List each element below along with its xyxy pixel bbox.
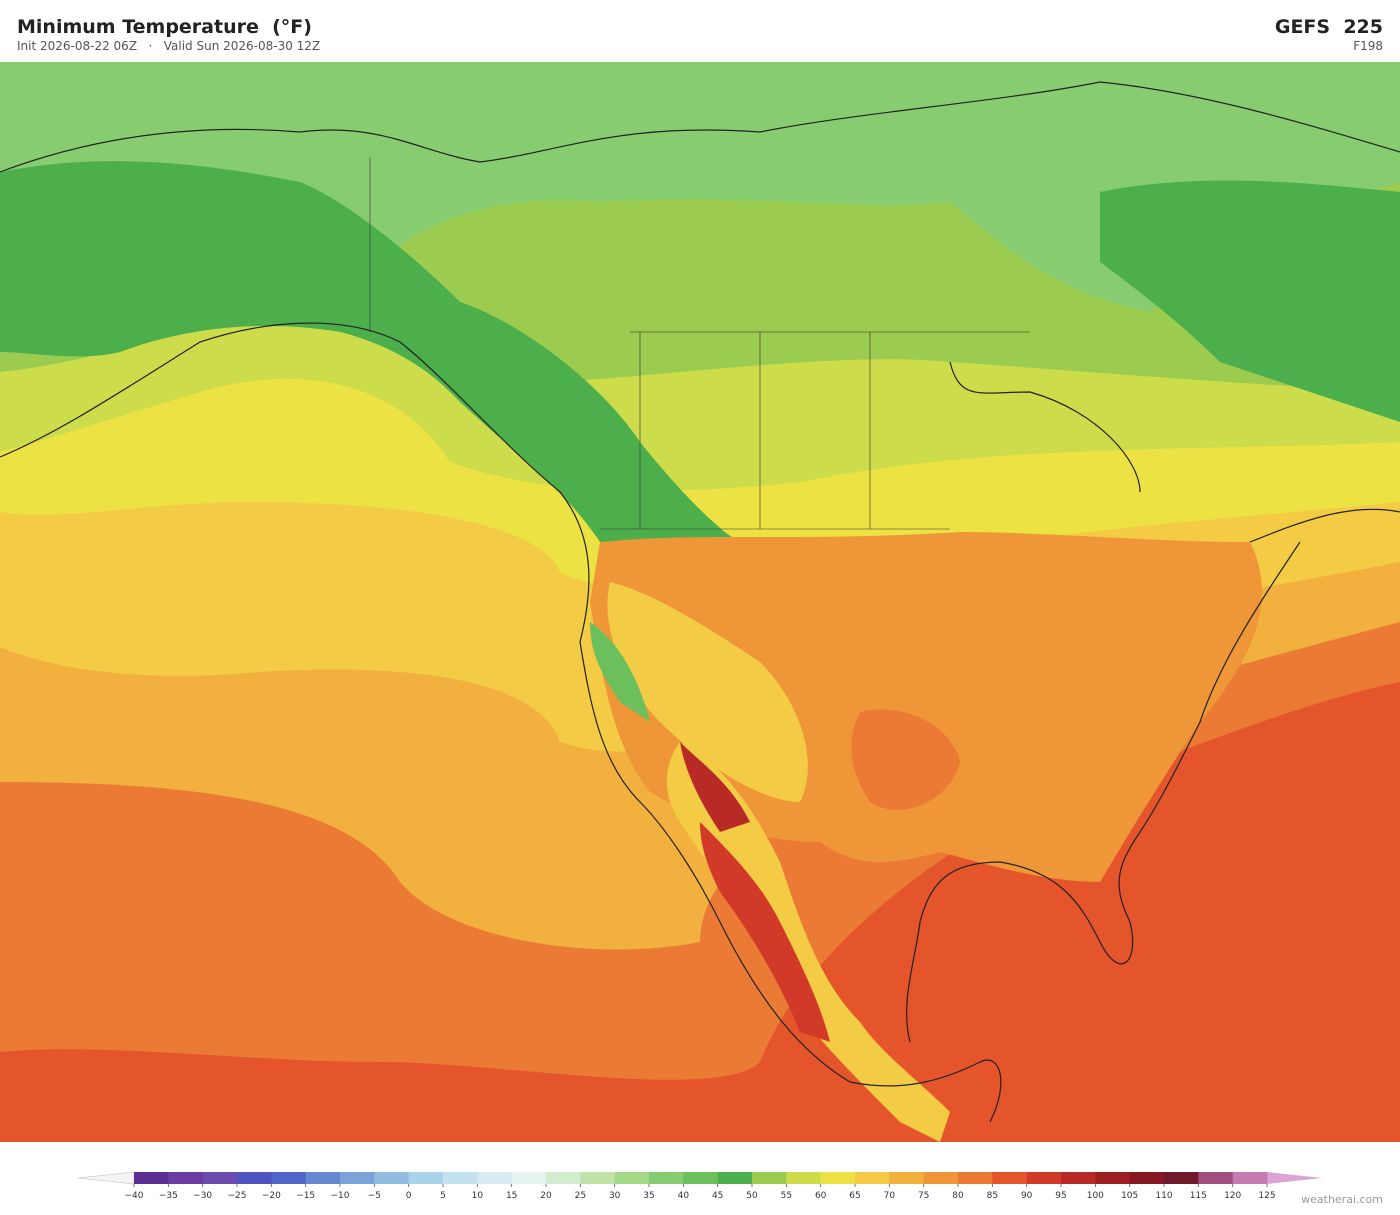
colorbar-tick-label: 65 (849, 1191, 860, 1201)
colorbar: −40 −35 −30 −25 −20 −15 −10 −5 0 5 10 15 20 25 30 35 40 4… (77, 1171, 1322, 1201)
colorbar-tick-label: 45 (712, 1191, 723, 1201)
cold-region (1100, 180, 1400, 422)
colorbar-segment (374, 1172, 410, 1184)
colorbar-tick-label: −15 (296, 1191, 315, 1201)
colorbar-segment (1095, 1172, 1131, 1184)
colorbar-segment (752, 1172, 787, 1184)
colorbar-tick-label: 115 (1190, 1191, 1207, 1201)
colorbar-segment (1129, 1172, 1165, 1184)
colorbar-segment (1232, 1172, 1268, 1184)
colorbar-segment (855, 1172, 890, 1184)
cold-region (0, 161, 740, 542)
colorbar-tick-label: −5 (368, 1191, 381, 1201)
colorbar-tick-label: 20 (540, 1191, 552, 1201)
colorbar-segment (408, 1172, 444, 1184)
colorbar-tick-label: −10 (331, 1191, 350, 1201)
land-hot (700, 822, 830, 1042)
colorbar-tick-label: 30 (609, 1191, 621, 1201)
colorbar-segment (271, 1172, 307, 1184)
colorbar-segment (958, 1172, 993, 1184)
colorbar-segment (237, 1172, 272, 1184)
colorbar-under (77, 1171, 135, 1185)
land-hot (851, 709, 960, 810)
map (0, 62, 1400, 1142)
colorbar-tick-label: 35 (643, 1191, 654, 1201)
colorbar-tick-label: 50 (746, 1191, 758, 1201)
colorbar-tick-label: 110 (1155, 1191, 1172, 1201)
colorbar-segment (1061, 1172, 1096, 1184)
colorbar-tick-label: −20 (262, 1191, 281, 1201)
colorbar-segment (614, 1172, 650, 1184)
colorbar-segment (134, 1172, 169, 1184)
colorbar-tick-label: 95 (1055, 1191, 1066, 1201)
colorbar-tick-label: 90 (1021, 1191, 1033, 1201)
colorbar-segment (477, 1172, 513, 1184)
colorbar-tick-label: 5 (440, 1191, 446, 1201)
colorbar-segment (168, 1172, 204, 1184)
land-warm (590, 532, 1262, 882)
colorbar-tick-label: 100 (1087, 1191, 1104, 1201)
colorbar-tick-label: 15 (506, 1191, 517, 1201)
colorbar-tick-label: 70 (884, 1191, 896, 1201)
colorbar-segment (1164, 1172, 1199, 1184)
colorbar-segment (1198, 1172, 1234, 1184)
colorbar-segment (820, 1172, 856, 1184)
colorbar-tick-label: 40 (678, 1191, 690, 1201)
land-mild (607, 582, 808, 802)
colorbar-tick-label: 80 (952, 1191, 964, 1201)
colorbar-segment (580, 1172, 616, 1184)
colorbar-tick-label: 0 (406, 1191, 412, 1201)
colorbar-segment (992, 1172, 1028, 1184)
credit: weatherai.com (1301, 1193, 1383, 1206)
colorbar-segment (1026, 1172, 1062, 1184)
subtitle: Init 2026-08-22 06Z · Valid Sun 2026-08-… (17, 39, 321, 53)
colorbar-segment (511, 1172, 547, 1184)
model-label: GEFS 225 (1274, 16, 1383, 38)
colorbar-tick-label: 120 (1224, 1191, 1241, 1201)
colorbar-segment (786, 1172, 822, 1184)
colorbar-tick-label: −25 (228, 1191, 247, 1201)
colorbar-segment (717, 1172, 753, 1184)
colorbar-tick-label: 25 (575, 1191, 586, 1201)
colorbar-segment (340, 1172, 375, 1184)
colorbar-segment (546, 1172, 581, 1184)
land-hot (680, 742, 750, 832)
colorbar-tick-label: 105 (1121, 1191, 1138, 1201)
colorbar-tick-label: 60 (815, 1191, 827, 1201)
colorbar-segment (923, 1172, 959, 1184)
mexico-plateau (666, 742, 950, 1142)
colorbar-segment (202, 1172, 238, 1184)
colorbar-segment (889, 1172, 925, 1184)
colorbar-segment (305, 1172, 341, 1184)
colorbar-tick-label: 85 (987, 1191, 998, 1201)
forecast-hour: F198 (1353, 39, 1383, 53)
colorbar-tick-label: 75 (918, 1191, 929, 1201)
colorbar-tick-label: 10 (472, 1191, 484, 1201)
colorbar-tick-label: 55 (781, 1191, 792, 1201)
colorbar-tick-label: −35 (159, 1191, 178, 1201)
colorbar-tick-label: −40 (125, 1191, 144, 1201)
colorbar-over (1267, 1172, 1322, 1184)
colorbar-segment (683, 1172, 719, 1184)
colorbar-tick-label: 125 (1258, 1191, 1275, 1201)
land-cool (590, 622, 650, 722)
boundary (369, 157, 1030, 530)
title: Minimum Temperature (°F) (17, 16, 312, 38)
coastline (0, 81, 1400, 1123)
colorbar-segment (443, 1172, 478, 1184)
colorbar-segment (649, 1172, 684, 1184)
colorbar-tick-label: −30 (193, 1191, 212, 1201)
